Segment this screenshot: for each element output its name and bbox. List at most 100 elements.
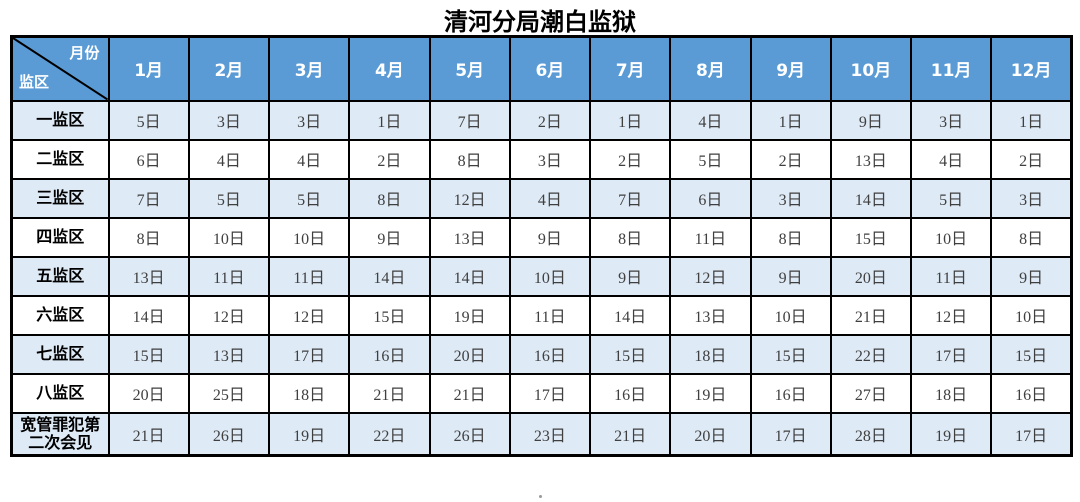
table-row: 四监区 8日 10日 10日 9日 13日 9日 8日 11日 8日 15日 10日 8日 (10, 216, 1073, 258)
day-cell: 17日 (508, 372, 592, 414)
day-cell: 4日 (187, 138, 271, 180)
table-row: 八监区 20日 25日 18日 21日 21日 17日 16日 19日 16日 27日 18日 16日 (10, 372, 1073, 414)
day-cell: 14日 (428, 255, 511, 297)
day-cell: 11日 (669, 216, 752, 258)
day-cell: 3日 (187, 99, 271, 141)
corner-label-district: 监区 (19, 72, 50, 91)
day-cell: 6日 (669, 177, 752, 219)
day-cell: 5日 (669, 138, 752, 180)
day-cell: 13日 (669, 294, 752, 336)
day-cell: 5日 (187, 177, 271, 219)
day-cell: 21日 (829, 294, 913, 336)
month-header-cell: 3月 (267, 35, 351, 102)
day-cell: 17日 (749, 411, 832, 457)
row-label: 五监区 (10, 255, 110, 297)
table-row: 三监区 7日 5日 5日 8日 12日 4日 7日 6日 3日 14日 5日 3日 (10, 177, 1073, 219)
day-cell: 2日 (508, 99, 592, 141)
diagonal-divider-line (13, 38, 108, 100)
day-cell: 10日 (508, 255, 592, 297)
day-cell: 15日 (107, 333, 190, 375)
day-cell: 15日 (990, 333, 1073, 375)
day-cell: 11日 (508, 294, 592, 336)
day-cell: 9日 (749, 255, 832, 297)
month-header-cell: 6月 (508, 35, 592, 102)
day-cell: 19日 (909, 411, 993, 457)
day-cell: 4日 (669, 99, 752, 141)
day-cell: 20日 (428, 333, 511, 375)
day-cell: 17日 (990, 411, 1073, 457)
day-cell: 7日 (428, 99, 511, 141)
day-cell: 21日 (348, 372, 431, 414)
day-cell: 3日 (508, 138, 592, 180)
day-cell: 8日 (107, 216, 190, 258)
table-body: 一监区 5日 3日 3日 1日 7日 2日 1日 4日 1日 9日 3日 1日 二监区 6日 4日 4日 2日 8日… (10, 99, 1073, 457)
day-cell: 1日 (749, 99, 832, 141)
day-cell: 21日 (588, 411, 672, 457)
day-cell: 13日 (428, 216, 511, 258)
day-cell: 16日 (749, 372, 832, 414)
day-cell: 3日 (909, 99, 993, 141)
day-cell: 19日 (428, 294, 511, 336)
day-cell: 12日 (267, 294, 351, 336)
visit-schedule-table: 月份 监区 1月 2月 3月 4月 5月 6月 7月 8月 9月 10月 11月 12月 一监区 5日 3… (10, 35, 1073, 458)
day-cell: 3日 (749, 177, 832, 219)
day-cell: 2日 (588, 138, 672, 180)
day-cell: 17日 (909, 333, 993, 375)
day-cell: 11日 (909, 255, 993, 297)
month-header-cell: 5月 (428, 35, 511, 102)
page-title: 清河分局潮白监狱 (444, 8, 636, 36)
day-cell: 9日 (348, 216, 431, 258)
day-cell: 12日 (909, 294, 993, 336)
month-header-cell: 4月 (348, 35, 431, 102)
row-label: 六监区 (10, 294, 110, 336)
day-cell: 4日 (909, 138, 993, 180)
day-cell: 23日 (508, 411, 592, 457)
day-cell: 1日 (990, 99, 1073, 141)
table-row: 宽管罪犯第二次会见 21日 26日 19日 22日 26日 23日 21日 20日 17日 28日 1… (10, 411, 1073, 457)
day-cell: 15日 (588, 333, 672, 375)
month-header-cell: 9月 (749, 35, 832, 102)
day-cell: 13日 (829, 138, 913, 180)
day-cell: 10日 (990, 294, 1073, 336)
day-cell: 15日 (749, 333, 832, 375)
day-cell: 18日 (669, 333, 752, 375)
day-cell: 11日 (267, 255, 351, 297)
day-cell: 1日 (348, 99, 431, 141)
day-cell: 9日 (508, 216, 592, 258)
day-cell: 10日 (749, 294, 832, 336)
day-cell: 2日 (990, 138, 1073, 180)
month-header-cell: 10月 (829, 35, 913, 102)
day-cell: 18日 (267, 372, 351, 414)
day-cell: 16日 (508, 333, 592, 375)
day-cell: 8日 (348, 177, 431, 219)
day-cell: 15日 (348, 294, 431, 336)
day-cell: 26日 (187, 411, 271, 457)
corner-cell: 月份 监区 (10, 35, 110, 102)
day-cell: 7日 (588, 177, 672, 219)
day-cell: 26日 (428, 411, 511, 457)
day-cell: 1日 (588, 99, 672, 141)
day-cell: 15日 (829, 216, 913, 258)
day-cell: 12日 (669, 255, 752, 297)
day-cell: 8日 (588, 216, 672, 258)
header-row: 月份 监区 1月 2月 3月 4月 5月 6月 7月 8月 9月 10月 11月 12月 (10, 35, 1073, 102)
day-cell: 10日 (909, 216, 993, 258)
table-row: 六监区 14日 12日 12日 15日 19日 11日 14日 13日 10日 21日 12日 10日 (10, 294, 1073, 336)
day-cell: 17日 (267, 333, 351, 375)
day-cell: 21日 (107, 411, 190, 457)
day-cell: 6日 (107, 138, 190, 180)
day-cell: 10日 (267, 216, 351, 258)
day-cell: 9日 (829, 99, 913, 141)
day-cell: 8日 (749, 216, 832, 258)
day-cell: 5日 (107, 99, 190, 141)
table-row: 二监区 6日 4日 4日 2日 8日 3日 2日 5日 2日 13日 4日 2日 (10, 138, 1073, 180)
table-row: 五监区 13日 11日 11日 14日 14日 10日 9日 12日 9日 20日 11日 9日 (10, 255, 1073, 297)
row-label: 四监区 (10, 216, 110, 258)
day-cell: 19日 (267, 411, 351, 457)
month-header-cell: 7月 (588, 35, 672, 102)
month-header-cell: 2月 (187, 35, 271, 102)
day-cell: 2日 (348, 138, 431, 180)
day-cell: 28日 (829, 411, 913, 457)
day-cell: 11日 (187, 255, 271, 297)
